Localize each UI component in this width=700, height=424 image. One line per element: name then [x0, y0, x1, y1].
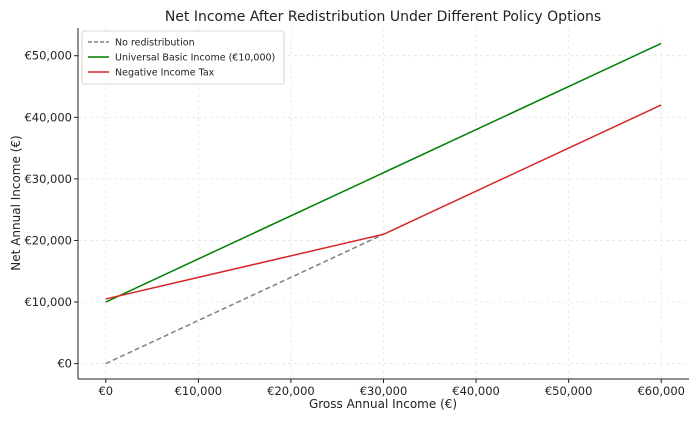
- chart-title: Net Income After Redistribution Under Di…: [165, 9, 601, 25]
- y-tick-label-4: €40,000: [24, 110, 72, 124]
- legend: No redistribution Universal Basic Income …: [81, 30, 285, 85]
- grid: [78, 28, 689, 379]
- y-tick-label-5: €50,000: [24, 49, 72, 63]
- y-tick-label-3: €30,000: [24, 172, 72, 186]
- legend-label-0: No redistribution: [115, 38, 195, 49]
- x-tick-label-3: €30,000: [360, 384, 408, 398]
- x-tick-label-4: €40,000: [452, 384, 500, 398]
- x-tick-label-2: €20,000: [267, 384, 315, 398]
- legend-box: [81, 30, 285, 85]
- y-axis-label: Net Annual Income (€): [9, 135, 23, 270]
- y-tick-label-1: €10,000: [24, 295, 72, 309]
- x-tick-label-5: €50,000: [545, 384, 593, 398]
- x-tick-label-1: €10,000: [175, 384, 223, 398]
- ticks: €0 €10,000 €20,000 €30,000 €40,000 €50,000 €60…: [24, 49, 685, 398]
- legend-label-1: Universal Basic Income (€10,000): [115, 53, 275, 64]
- series-layer: [105, 42, 662, 365]
- y-tick-label-2: €20,000: [24, 233, 72, 247]
- y-tick-label-0: €0: [57, 357, 72, 371]
- series-line-2: [105, 104, 662, 300]
- series-line-0: [105, 233, 384, 365]
- legend-label-2: Negative Income Tax: [115, 68, 215, 79]
- x-tick-label-0: €0: [98, 384, 113, 398]
- x-tick-label-6: €60,000: [637, 384, 685, 398]
- series-line-1: [105, 42, 662, 303]
- x-axis-label: Gross Annual Income (€): [309, 397, 457, 411]
